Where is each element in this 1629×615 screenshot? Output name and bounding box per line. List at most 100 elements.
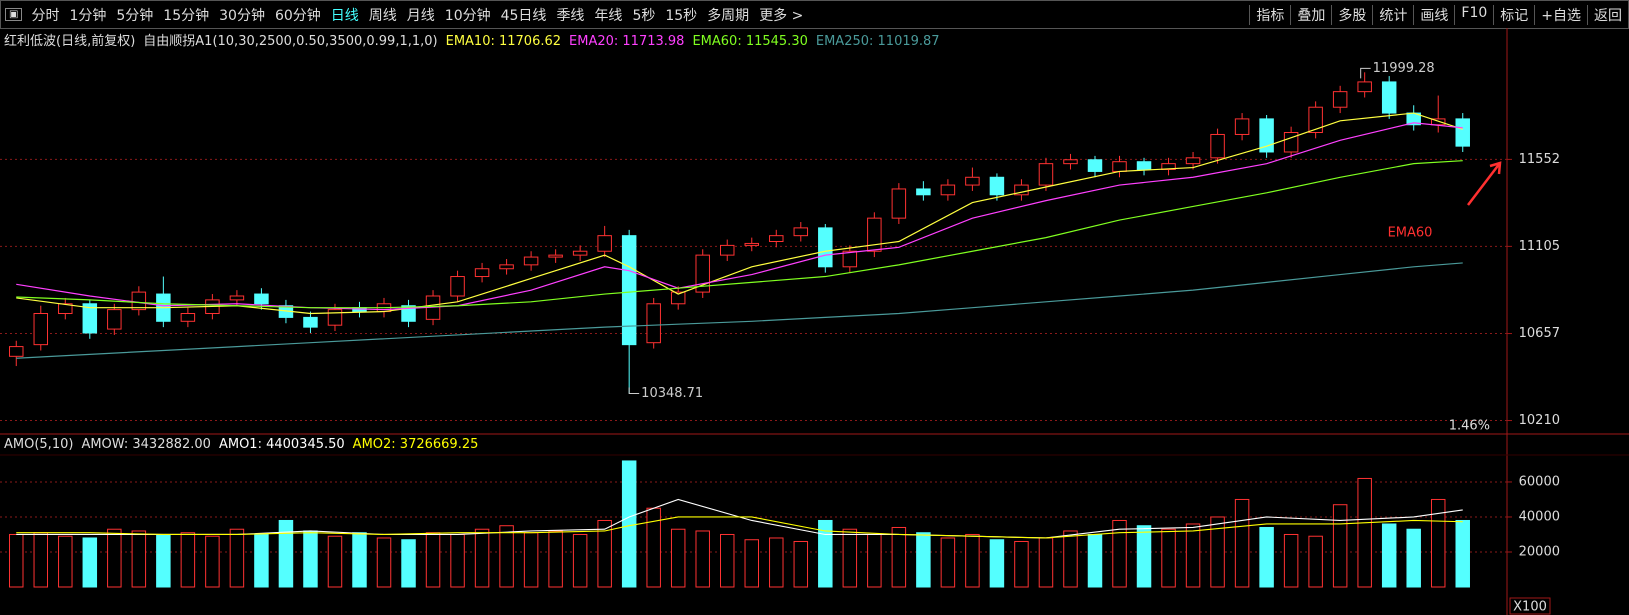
tool-button[interactable]: 多股 [1331,4,1372,25]
volume-bar [1406,528,1421,588]
period-tab[interactable]: 季线 [556,7,585,24]
period-tab[interactable]: 10分钟 [444,7,491,24]
volume-bar [352,532,367,588]
period-tab[interactable]: 5秒 [632,7,656,24]
volume-bar [1087,533,1103,588]
period-tab[interactable]: 日线 [330,7,359,24]
volume-bar [695,530,710,588]
candle-body [401,305,416,322]
volume-bar [327,535,343,588]
volume-bar [425,532,441,588]
toolbar: ▣ 分时 1分钟 5分钟 15分钟 30分钟 60分钟 日线 周线 月线 10分钟 45日线 季线 年线 5… [0,0,1629,29]
volume-bar [548,530,563,588]
volume-bar [401,539,416,588]
menu-icon[interactable]: ▣ [5,8,23,21]
volume-bar [719,533,735,588]
tool-button[interactable]: 标记 [1493,4,1534,25]
volume-bar [474,528,490,588]
annotation: EMA60 [1388,226,1433,241]
chart-title: AMO(5,10) [4,437,74,452]
candle-body [523,256,539,266]
tool-button[interactable]: 叠加 [1290,4,1331,25]
volume-bar [303,530,318,588]
unit-label: X100 [1513,600,1547,615]
tool-button[interactable]: 画线 [1413,4,1454,25]
candle-body [499,264,514,270]
period-tab[interactable]: 5分钟 [116,7,154,24]
candle-body [131,291,147,311]
tool-button[interactable]: +自选 [1534,4,1587,25]
volume-bar [82,537,98,588]
tool-button[interactable]: 指标 [1249,4,1290,25]
candle-body [744,242,760,246]
candle-body [965,176,980,186]
candle-body [1063,159,1078,165]
candle-body [303,316,318,328]
volume-bar [1283,533,1299,588]
candle-body [1210,133,1225,159]
y-tick-label: 10210 [1519,413,1560,428]
period-tab[interactable]: 周线 [368,7,397,24]
candle-body [1087,159,1103,172]
candle-body [646,303,661,344]
candle-body [450,276,465,297]
tool-button[interactable]: 返回 [1587,4,1628,25]
candle-body [1014,184,1029,196]
amo-line [16,516,1463,539]
period-tab[interactable]: 60分钟 [274,7,321,24]
volume-bar [450,533,465,588]
tool-button[interactable]: 统计 [1372,4,1413,25]
volume-bar [670,528,686,588]
low-label: 10348.71 [641,386,703,401]
tool-buttons: 指标 叠加 多股 统计 画线 F10 标记 +自选 返回 [1249,4,1628,25]
annotation-arrow [628,387,640,395]
period-tab[interactable]: 15秒 [665,7,698,24]
legend-entry: EMA250: 11019.87 [815,34,940,49]
volume-bar [33,532,49,588]
period-tab[interactable]: 多周期 [707,7,750,24]
volume-bar [254,533,269,588]
tool-button[interactable]: F10 [1454,4,1493,25]
ema-line [16,262,1463,359]
annotation-arrow [1360,67,1371,79]
volume-bar [989,539,1005,588]
candle-body [58,303,73,315]
volume-bar [376,537,392,588]
chart-subtitle: 自由顺拐A1(10,30,2500,0.50,3500,0.99,1,1,0) [143,34,438,49]
candle-body [107,309,122,330]
period-tab[interactable]: 更多 > [759,7,804,24]
candle-body [1259,118,1274,153]
candle-body [719,244,735,256]
period-tab[interactable]: 月线 [406,7,435,24]
candle-body [1283,132,1299,153]
legend-entry: AMO2: 3726669.25 [352,437,479,452]
candle-body [572,250,588,256]
period-tab[interactable]: 1分钟 [69,7,107,24]
volume-bar [278,519,294,588]
candle-body [9,346,24,357]
volume-legend: AMO(5,10) AMOW: 3432882.00 AMO1: 4400345.5… [4,437,486,452]
volume-bar [1185,523,1201,588]
volume-bar [1455,519,1470,588]
candle-body [548,254,563,258]
period-tab[interactable]: 15分钟 [163,7,210,24]
period-tab[interactable]: 分时 [31,7,60,24]
candle-body [989,176,1005,196]
period-tab[interactable]: 30分钟 [219,7,265,24]
period-tab[interactable]: 45日线 [500,7,547,24]
volume-bar [180,532,196,588]
period-tab[interactable]: 年线 [594,7,623,24]
candle-body [229,295,245,301]
volume-bar [867,533,882,588]
candle-body [891,188,907,219]
candle-body [867,217,882,252]
volume-bar [156,533,171,588]
volume-bar [9,533,24,588]
volume-bar [842,528,858,588]
volume-bar [499,525,514,588]
candle-body [33,313,49,346]
candle-body [474,268,490,278]
candle-body [769,235,784,243]
volume-bar [1210,516,1225,588]
volume-bar [597,519,612,588]
